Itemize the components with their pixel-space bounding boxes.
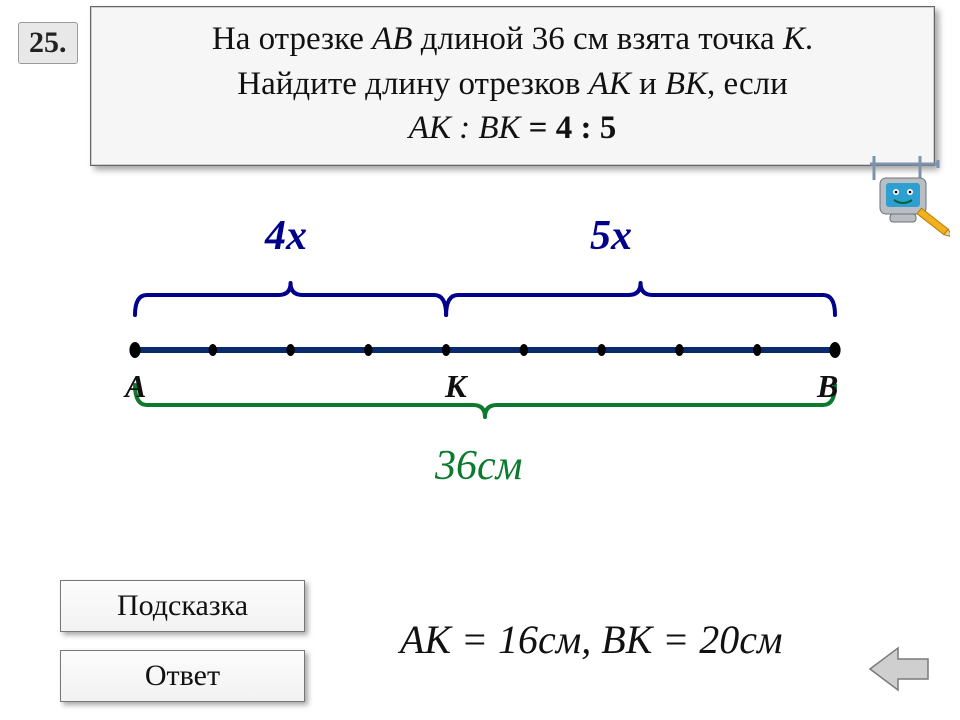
problem-number: 25.: [29, 26, 67, 60]
answer-text: АК = 16см, ВК = 20см: [400, 616, 783, 663]
diagram-svg: [115, 220, 855, 480]
answer-button[interactable]: Ответ: [60, 650, 305, 702]
answer-button-label: Ответ: [145, 659, 220, 693]
problem-text: На отрезке АВ длиной 36 см взята точка К…: [105, 17, 920, 151]
mascot-icon: [860, 150, 950, 240]
label-5x: 5х: [590, 212, 632, 260]
point-A-label: А: [125, 368, 146, 405]
point-B-label: В: [817, 368, 838, 405]
point-K-label: К: [445, 368, 467, 405]
total-length-label: 36см: [435, 442, 522, 490]
prev-arrow-button[interactable]: [868, 644, 930, 694]
problem-number-badge: 25.: [18, 22, 78, 64]
hint-button-label: Подсказка: [117, 589, 248, 623]
problem-text-box: На отрезке АВ длиной 36 см взята точка К…: [90, 6, 935, 166]
label-4x: 4х: [265, 212, 307, 260]
segment-diagram: 4х 5х А К В 36см: [115, 220, 855, 500]
hint-button[interactable]: Подсказка: [60, 580, 305, 632]
